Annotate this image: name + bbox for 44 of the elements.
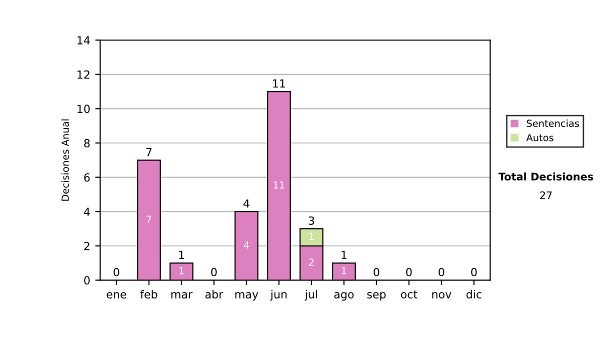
total-label: 0 [438,268,444,276]
total-label: 0 [471,268,477,276]
y-tick-label: 2 [84,242,90,250]
x-tick-label: mar [171,292,193,298]
x-tick-label: jun [270,290,287,301]
data-label: 1 [179,267,184,274]
y-tick-label: 6 [84,173,90,182]
legend-label: Sentencias [526,119,580,128]
x-tick-label: abr [205,290,224,298]
total-label: 0 [374,268,380,276]
text: 27 [540,191,552,200]
total-label: 0 [211,268,217,276]
x-tick-label: ene [106,292,126,298]
y-tick-label: 12 [78,70,90,79]
text: Total Decisiones [498,172,594,180]
data-label: 11 [274,181,284,189]
total-label: 7 [146,148,152,156]
y-tick-label: 14 [78,36,90,44]
data-label: 4 [244,241,249,249]
x-tick-label: sep [367,292,386,301]
x-tick-label: oct [400,290,418,298]
x-tick-label: dic [466,290,482,298]
y-axis-title: Decisiones Anual [61,119,69,201]
total-label: 4 [243,199,250,208]
x-tick-label: may [235,292,258,301]
data-label: 1 [309,232,314,240]
x-tick-label: ago [334,292,354,301]
y-tick-label: 4 [84,208,90,216]
data-label: 2 [309,258,314,266]
x-tick-label: nov [432,292,452,298]
y-tick-label: 8 [84,138,90,148]
total-label: 3 [308,216,314,225]
y-tick-label: 0 [84,276,90,285]
data-label: 1 [342,267,346,274]
data-label: 7 [146,216,152,223]
total-label: 11 [273,79,285,88]
legend-label: Autos [526,134,554,142]
total-label: 0 [406,268,412,276]
x-tick-label: jul [304,290,318,301]
total-label: 1 [179,250,184,259]
total-label: 1 [342,250,346,259]
x-tick-label: feb [140,290,158,298]
y-tick-label: 10 [78,104,90,114]
total-label: 0 [114,268,120,276]
